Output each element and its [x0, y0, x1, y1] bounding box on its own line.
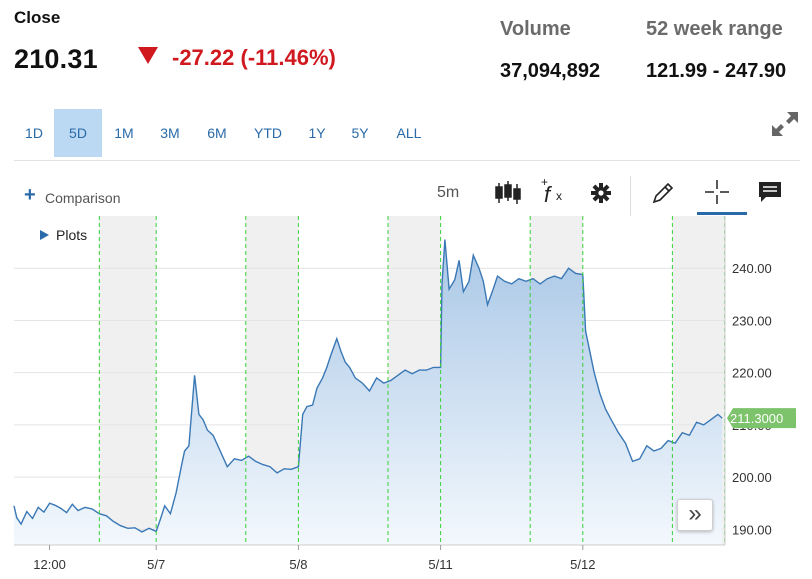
fx-icon[interactable]: + f x [540, 176, 570, 208]
close-label: Close [14, 8, 61, 27]
range-5y[interactable]: 5Y [351, 125, 369, 141]
last-price: 210.31 [14, 44, 98, 74]
y-tick-label: 230.00 [732, 313, 772, 328]
range-1m[interactable]: 1M [114, 125, 134, 141]
toolbar-divider [14, 160, 800, 161]
toolbar-separator [630, 176, 631, 216]
expand-icon[interactable] [768, 108, 802, 140]
afterhours-band [99, 216, 157, 545]
last-price-label: 211.3000 [730, 411, 783, 426]
range-ytd[interactable]: YTD [254, 125, 282, 141]
week-range-label: 52 week range [646, 18, 783, 40]
y-tick-label: 200.00 [732, 470, 772, 485]
volume-value: 37,094,892 [500, 60, 601, 82]
svg-text:f: f [544, 182, 553, 207]
range-1d[interactable]: 1D [25, 125, 43, 141]
comment-icon[interactable] [757, 180, 783, 204]
plots-triangle-icon[interactable] [38, 228, 50, 242]
x-tick-label: 5/7 [147, 557, 165, 572]
range-6m[interactable]: 6M [207, 125, 227, 141]
range-5d[interactable]: 5D [54, 109, 102, 157]
svg-text:x: x [556, 189, 562, 203]
range-1y[interactable]: 1Y [308, 125, 326, 141]
comparison-button[interactable]: Comparison [45, 190, 121, 206]
svg-text:+: + [541, 176, 548, 189]
y-tick-label: 220.00 [732, 366, 772, 381]
volume-label: Volume [500, 18, 571, 40]
down-arrow-icon [138, 47, 158, 64]
price-change: -27.22 (-11.46%) [172, 45, 336, 70]
crosshair-active-indicator [697, 212, 747, 215]
range-all[interactable]: ALL [396, 125, 422, 141]
last-price-tag [727, 408, 796, 429]
week-range-value: 121.99 - 247.90 [646, 60, 787, 82]
crosshair-icon[interactable] [703, 178, 731, 206]
gear-icon[interactable] [590, 182, 612, 204]
interval-selector[interactable]: 5m [437, 184, 460, 201]
price-area [14, 239, 723, 545]
x-tick-label: 5/12 [570, 557, 595, 572]
x-tick-label: 12:00 [33, 557, 66, 572]
range-3m[interactable]: 3M [160, 125, 180, 141]
price-line [13, 239, 723, 533]
x-tick-label: 5/8 [289, 557, 307, 572]
pencil-icon[interactable] [650, 180, 676, 206]
candlestick-icon[interactable] [494, 180, 522, 206]
y-tick-label: 190.00 [732, 522, 772, 537]
y-tick-label: 240.00 [732, 261, 772, 276]
x-tick-label: 5/11 [428, 557, 452, 572]
plots-toggle[interactable]: Plots [56, 227, 88, 243]
scroll-right-button[interactable]: » [677, 499, 713, 531]
plus-icon[interactable]: + [24, 184, 36, 206]
